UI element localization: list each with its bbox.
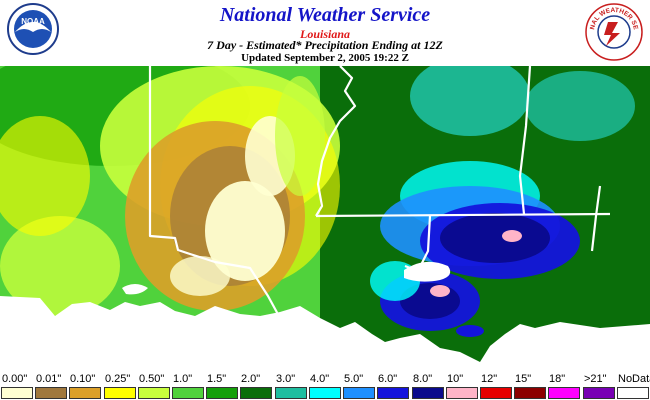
legend: 0.00" 0.01" 0.10" 0.25" 0.50" 1.0" 1.5" 2.0" 3.0… — [0, 372, 650, 400]
legend-swatch — [446, 387, 478, 399]
precipitation-map — [0, 46, 650, 370]
coastline-water — [0, 261, 650, 370]
lake-pontchartrain — [404, 261, 451, 282]
legend-label: 1.5" — [207, 373, 227, 385]
ms-river-border — [148, 66, 281, 319]
noaa-logo: NOAA — [6, 2, 60, 61]
legend-swatch — [412, 387, 444, 399]
legend-swatch — [138, 387, 170, 399]
legend-label: 0.25" — [105, 373, 131, 385]
legend-swatch — [514, 387, 546, 399]
legend-label: 4.0" — [310, 373, 330, 385]
product-subtitle: 7 Day - Estimated* Precipitation Ending … — [207, 38, 443, 52]
legend-label: 8.0" — [413, 373, 433, 385]
legend-label: 5.0" — [344, 373, 364, 385]
legend-swatch — [104, 387, 136, 399]
gulf-water — [0, 296, 650, 370]
legend-label: 1.0" — [173, 373, 193, 385]
legend-label: 12" — [481, 373, 498, 385]
legend-label: 10" — [447, 373, 464, 385]
state-borders — [148, 65, 611, 319]
legend-label: 3.0" — [276, 373, 296, 385]
legend-label: 2.0" — [241, 373, 261, 385]
east-border — [590, 185, 602, 252]
legend-swatch — [1, 387, 33, 399]
legend-swatch — [69, 387, 101, 399]
page-title: National Weather Service — [219, 4, 431, 26]
ms-river-line — [315, 65, 357, 217]
la-ms-border — [315, 212, 611, 218]
legend-swatch — [480, 387, 512, 399]
map-fill — [0, 46, 650, 370]
legend-label: 0.00" — [2, 373, 28, 385]
legend-label: >21" — [584, 373, 607, 385]
ms-al-border — [518, 65, 532, 215]
nws-logo: NATIONAL WEATHER SERVICE — [581, 0, 644, 67]
legend-label: 0.01" — [36, 373, 62, 385]
header: NOAA National Weather Service Louisiana … — [0, 0, 650, 66]
grand-lake — [122, 284, 148, 295]
legend-label: 6.0" — [378, 373, 398, 385]
legend-swatch — [309, 387, 341, 399]
legend-swatch — [548, 387, 580, 399]
legend-swatch — [275, 387, 307, 399]
region-name: Louisiana — [299, 27, 350, 41]
legend-label: 15" — [515, 373, 532, 385]
legend-swatch — [583, 387, 615, 399]
legend-swatch — [240, 387, 272, 399]
legend-swatch — [206, 387, 238, 399]
legend-label: NoData — [618, 373, 650, 385]
noaa-logo-text: NOAA — [21, 17, 45, 26]
legend-swatch — [343, 387, 375, 399]
updated-timestamp: Updated September 2, 2005 19:22 Z — [241, 52, 409, 64]
legend-label: 18" — [549, 373, 566, 385]
legend-swatch — [35, 387, 67, 399]
legend-swatch — [172, 387, 204, 399]
legend-label: 0.10" — [70, 373, 96, 385]
legend-swatch — [617, 387, 649, 399]
legend-swatch — [377, 387, 409, 399]
legend-label: 0.50" — [139, 373, 165, 385]
